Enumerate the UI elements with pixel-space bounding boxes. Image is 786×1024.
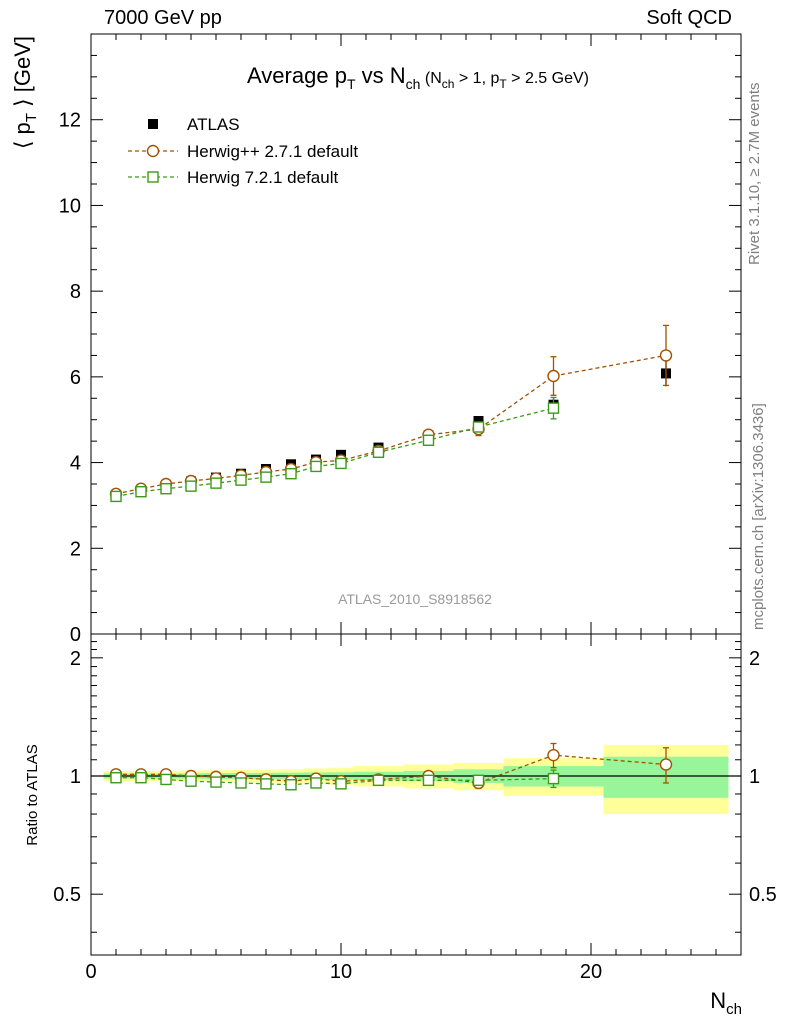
legend-herwig7-marker: [147, 171, 159, 183]
chart-title: Average pT vs Nch (Nch > 1, pT > 2.5 GeV…: [247, 63, 589, 92]
herwig7-line: [115, 407, 554, 498]
ratio-herwigpp-point: [547, 748, 560, 762]
herwig7-data-point: [472, 421, 485, 433]
header-beam-label: 7000 GeV pp: [104, 7, 222, 29]
herwig7-data-point: [372, 446, 385, 458]
ratio-y-tick-label: 0.5: [53, 884, 81, 906]
ratio-herwig7-point: [260, 778, 272, 790]
atlas-data-point: [473, 416, 484, 426]
ratio-herwig7-point: [285, 779, 297, 791]
herwig7-data-point: [260, 471, 272, 483]
ratio-herwig7-point: [335, 778, 347, 790]
ratio-herwig7-point: [422, 774, 435, 787]
herwig7-data-point: [135, 486, 147, 498]
legend-atlas-marker: [148, 119, 158, 129]
ratio-herwig7-point: [547, 772, 560, 785]
ratio-herwig7-line: [116, 777, 554, 786]
x-tick-label: 10: [330, 961, 352, 983]
ratio-herwig7-point: [472, 774, 485, 787]
herwig7-data-point: [310, 460, 322, 473]
ratio-y-tick-label-right: 2: [749, 648, 760, 670]
y-tick-label: 0: [70, 624, 81, 646]
x-axis-label: Nch: [710, 988, 742, 1018]
legend-entry-label: Herwig 7.2.1 default: [187, 168, 338, 187]
herwig7-data-point: [547, 402, 560, 414]
ratio-y-axis-label: Ratio to ATLAS: [24, 744, 41, 845]
herwigpp-line: [115, 354, 667, 495]
x-tick-label: 0: [85, 961, 96, 983]
ratio-herwig7-point: [135, 772, 147, 784]
herwig7-data-point: [110, 490, 122, 503]
herwig7-data-point: [422, 434, 435, 446]
herwig7-data-point: [210, 477, 222, 489]
x-tick-label: 20: [580, 961, 602, 983]
ratio-y-tick-label-right: 1: [749, 766, 760, 788]
y-tick-label: 6: [70, 367, 81, 389]
y-axis-label: ⟨ pT ⟩ [GeV]: [10, 36, 40, 149]
herwig7-data-point: [160, 483, 172, 495]
ratio-herwigpp-point: [659, 758, 673, 771]
y-tick-label: 12: [59, 110, 81, 132]
ratio-y-tick-label: 1: [70, 766, 81, 788]
ratio-y-tick-label-right: 0.5: [749, 884, 777, 906]
legend-entry-label: ATLAS: [187, 115, 240, 134]
herwig7-data-point: [185, 480, 197, 492]
herwig7-data-point: [285, 468, 297, 480]
ratio-herwig7-point: [210, 776, 222, 788]
ratio-herwig7-point: [310, 777, 322, 789]
herwig7-data-point: [335, 457, 347, 470]
herwigpp-data-point: [547, 369, 560, 383]
main-panel: 0 2 4 6 8 10 12 Average pT vs Nch (Nch > 1, pT …: [10, 33, 742, 646]
legend-herwigpp-marker: [146, 144, 160, 158]
analysis-watermark: ATLAS_2010_S8918562: [338, 591, 492, 607]
ratio-herwig7-point: [235, 777, 247, 789]
y-tick-label: 2: [70, 538, 81, 560]
legend-entry-label: Herwig++ 2.7.1 default: [187, 142, 358, 161]
header-process-label: Soft QCD: [646, 7, 732, 29]
y-tick-label: 4: [70, 453, 81, 475]
herwigpp-data-point: [659, 349, 673, 362]
y-tick-label: 8: [70, 281, 81, 303]
y-tick-label: 10: [59, 195, 81, 217]
ratio-y-tick-label: 2: [70, 648, 81, 670]
ratio-herwig7-point: [372, 774, 385, 787]
ratio-herwig7-point: [160, 773, 172, 786]
ratio-herwig7-point: [110, 772, 122, 784]
herwig7-data-point: [235, 474, 247, 486]
ratio-herwig7-point: [185, 775, 197, 787]
